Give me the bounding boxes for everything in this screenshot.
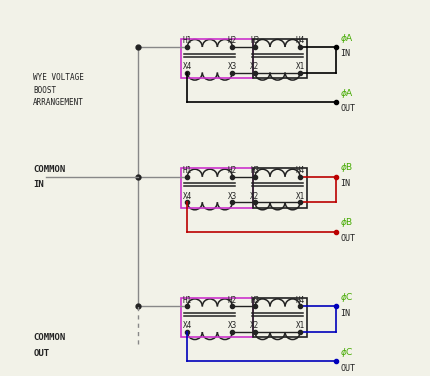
Text: OUT: OUT	[340, 234, 354, 243]
Text: X2: X2	[250, 321, 259, 330]
Bar	[180, 298, 252, 337]
Text: $\phi$B: $\phi$B	[340, 216, 353, 229]
Text: X1: X1	[295, 321, 304, 330]
Text: IN: IN	[340, 49, 350, 58]
Text: H2: H2	[227, 36, 236, 45]
Bar	[180, 168, 252, 208]
Text: COMMON: COMMON	[33, 333, 65, 342]
Text: X3: X3	[227, 62, 236, 71]
Text: X1: X1	[295, 62, 304, 71]
Text: H1: H1	[182, 36, 191, 45]
Text: IN: IN	[33, 180, 44, 190]
Text: X3: X3	[227, 191, 236, 200]
Text: OUT: OUT	[33, 349, 49, 358]
Text: H1: H1	[182, 296, 191, 305]
Text: X4: X4	[182, 191, 191, 200]
Text: $\phi$A: $\phi$A	[340, 32, 353, 45]
Text: H2: H2	[227, 296, 236, 305]
Text: H3: H3	[250, 166, 259, 175]
Text: IN: IN	[340, 309, 350, 318]
Text: H3: H3	[250, 36, 259, 45]
Text: $\phi$C: $\phi$C	[340, 291, 353, 304]
Text: X4: X4	[182, 62, 191, 71]
Text: WYE VOLTAGE
BOOST
ARRANGEMENT: WYE VOLTAGE BOOST ARRANGEMENT	[33, 73, 84, 107]
Text: X2: X2	[250, 191, 259, 200]
Bar	[252, 39, 306, 78]
Text: $\phi$B: $\phi$B	[340, 161, 353, 174]
Text: $\phi$A: $\phi$A	[340, 86, 353, 100]
Bar	[180, 39, 252, 78]
Text: H4: H4	[295, 166, 304, 175]
Bar	[252, 298, 306, 337]
Text: X1: X1	[295, 191, 304, 200]
Text: H1: H1	[182, 166, 191, 175]
Text: OUT: OUT	[340, 104, 354, 113]
Text: H2: H2	[227, 166, 236, 175]
Text: H4: H4	[295, 296, 304, 305]
Text: H4: H4	[295, 36, 304, 45]
Bar	[252, 168, 306, 208]
Text: IN: IN	[340, 179, 350, 188]
Text: OUT: OUT	[340, 364, 354, 373]
Text: $\phi$C: $\phi$C	[340, 346, 353, 359]
Text: COMMON: COMMON	[33, 165, 65, 174]
Text: X3: X3	[227, 321, 236, 330]
Text: X2: X2	[250, 62, 259, 71]
Text: X4: X4	[182, 321, 191, 330]
Text: H3: H3	[250, 296, 259, 305]
